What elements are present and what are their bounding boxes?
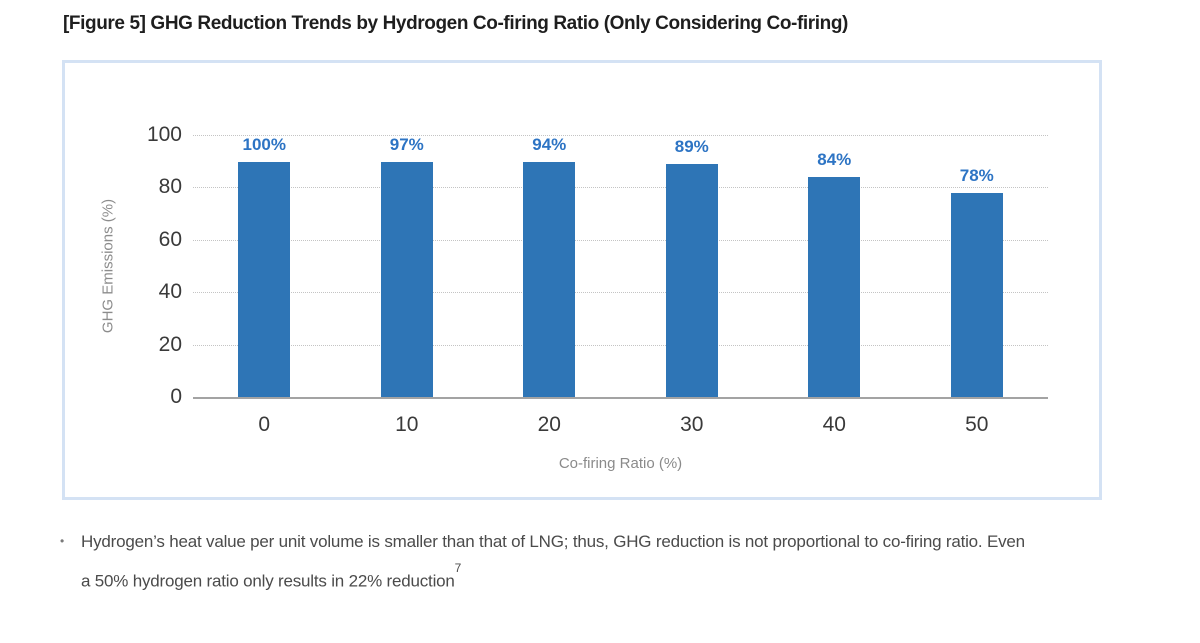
bar-40 [808, 176, 861, 397]
x-axis-ticks: 0 10 20 30 40 50 [193, 413, 1048, 437]
bar-50 [950, 192, 1003, 397]
y-tick-label-60: 60 [158, 227, 182, 251]
plot-area: 100% 97% 94% 89% 84% 78% [193, 135, 1048, 399]
bar-value-label: 84% [817, 149, 852, 169]
gridline-y-100 [193, 135, 1048, 136]
bar-value-label: 100% [242, 135, 286, 154]
x-tick-label-20: 20 [537, 413, 561, 436]
bar-column-20: 94% [478, 135, 621, 397]
bar-value-label: 97% [389, 135, 424, 154]
gridline-y-20 [193, 344, 1048, 346]
bar-column-10: 97% [336, 135, 479, 397]
y-tick-label-40: 40 [158, 280, 182, 304]
footnote-superscript: 7 [454, 561, 462, 575]
footnote-text: Hydrogen’s heat value per unit volume is… [81, 524, 1025, 599]
gridline-y-60 [193, 239, 1048, 241]
bars-row: 100% 97% 94% 89% 84% 78% [193, 135, 1048, 397]
x-tick-label-30: 30 [680, 413, 704, 436]
bar-0 [238, 162, 291, 397]
x-axis-title: Co-firing Ratio (%) [558, 455, 683, 472]
y-axis-ticks: 0 20 40 60 80 100 [65, 63, 188, 503]
bar-column-40: 84% [763, 135, 906, 397]
x-tick-label-50: 50 [965, 413, 989, 436]
chart-panel: 0 20 40 60 80 100 GHG Emissions (%) 100% 97% 94… [62, 60, 1102, 500]
bar-column-0: 100% [193, 135, 336, 397]
bar-10 [380, 162, 433, 397]
y-tick-label-0: 0 [170, 385, 182, 408]
bar-column-30: 89% [621, 135, 764, 397]
figure-title: [Figure 5] GHG Reduction Trends by Hydro… [63, 13, 848, 34]
bar-30 [665, 163, 718, 397]
gridline-y-40 [193, 292, 1048, 294]
bar-column-50: 78% [906, 135, 1049, 397]
x-tick-label-10: 10 [395, 413, 419, 436]
y-tick-label-20: 20 [158, 332, 182, 356]
bar-value-label: 78% [959, 165, 994, 185]
y-tick-label-100: 100 [146, 123, 182, 146]
footnote-line2: a 50% hydrogen ratio only results in 22%… [81, 571, 455, 591]
x-tick-label-40: 40 [822, 413, 846, 436]
footnote-line1: Hydrogen’s heat value per unit volume is… [81, 532, 1025, 551]
bar-value-label: 94% [532, 135, 567, 154]
bar-20 [523, 162, 576, 397]
x-axis-line [193, 397, 1048, 399]
gridline-y-80 [193, 187, 1048, 189]
bullet-marker: • [60, 534, 65, 548]
bar-value-label: 89% [674, 136, 709, 156]
y-axis-title: GHG Emissions (%) [99, 198, 117, 334]
footnote: • Hydrogen’s heat value per unit volume … [60, 524, 1150, 599]
x-tick-label-0: 0 [258, 413, 271, 436]
y-tick-label-80: 80 [158, 175, 182, 199]
